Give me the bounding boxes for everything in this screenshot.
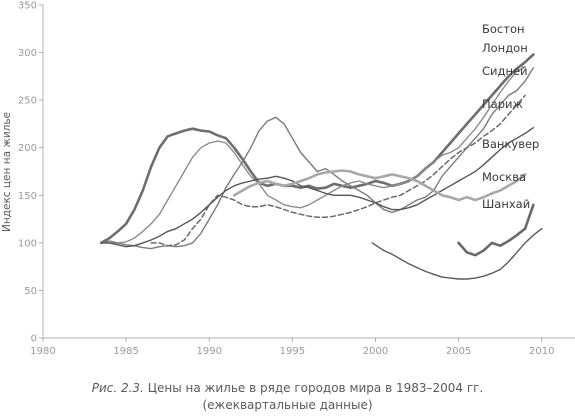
series-label-2: Сидней bbox=[482, 64, 528, 78]
series-line-5 bbox=[232, 169, 527, 202]
x-tick-label: 2000 bbox=[363, 346, 388, 357]
series-line-6 bbox=[457, 203, 535, 257]
y-tick-label: 250 bbox=[18, 96, 37, 107]
series-label-5: Москва bbox=[482, 170, 526, 184]
series-line-0 bbox=[99, 53, 535, 245]
x-tick-label: 2010 bbox=[529, 346, 554, 357]
x-tick-label: 1980 bbox=[30, 346, 55, 357]
y-tick-label: 100 bbox=[18, 238, 37, 249]
y-tick-label: 50 bbox=[24, 286, 37, 297]
y-axis-label: Индекс цен на жилье bbox=[1, 112, 13, 232]
series-label-4: Ванкувер bbox=[482, 137, 539, 151]
series-line-3 bbox=[150, 94, 526, 247]
series-line-7 bbox=[371, 227, 543, 280]
y-tick-label: 0 bbox=[31, 334, 37, 345]
series-line-2 bbox=[100, 67, 535, 250]
series-label-3: Париж bbox=[482, 97, 523, 111]
caption-line-1: Цены на жилье в ряде городов мира в 1983… bbox=[147, 381, 484, 395]
figure-caption-line-2: (ежеквартальные данные) bbox=[0, 398, 575, 412]
series-line-1 bbox=[100, 66, 526, 244]
chart-series-lines bbox=[99, 53, 543, 280]
series-label-0: Бостон bbox=[482, 22, 525, 36]
chart-series-labels: Бостон Лондон Сидней Париж Ванкувер Москва Шан… bbox=[482, 22, 539, 211]
caption-prefix: Рис. 2.3. bbox=[91, 381, 144, 395]
y-tick-label: 300 bbox=[18, 48, 37, 59]
x-tick-label: 1990 bbox=[197, 346, 222, 357]
x-tick-label: 2005 bbox=[446, 346, 471, 357]
y-tick-label: 350 bbox=[18, 1, 37, 12]
x-tick-label: 1985 bbox=[113, 346, 138, 357]
caption-line-2: (ежеквартальные данные) bbox=[202, 398, 373, 412]
y-tick-label: 150 bbox=[18, 191, 37, 202]
series-line-4 bbox=[100, 127, 535, 248]
series-label-6: Шанхай bbox=[482, 197, 530, 211]
x-tick-label: 1995 bbox=[280, 346, 305, 357]
series-label-1: Лондон bbox=[482, 41, 528, 55]
chart-axes: 0 50 100 150 200 250 300 350 1980 1985 1990 1995 200… bbox=[18, 1, 575, 357]
y-tick-label: 200 bbox=[18, 143, 37, 154]
figure-caption: Рис. 2.3. Цены на жилье в ряде городов м… bbox=[0, 381, 575, 395]
